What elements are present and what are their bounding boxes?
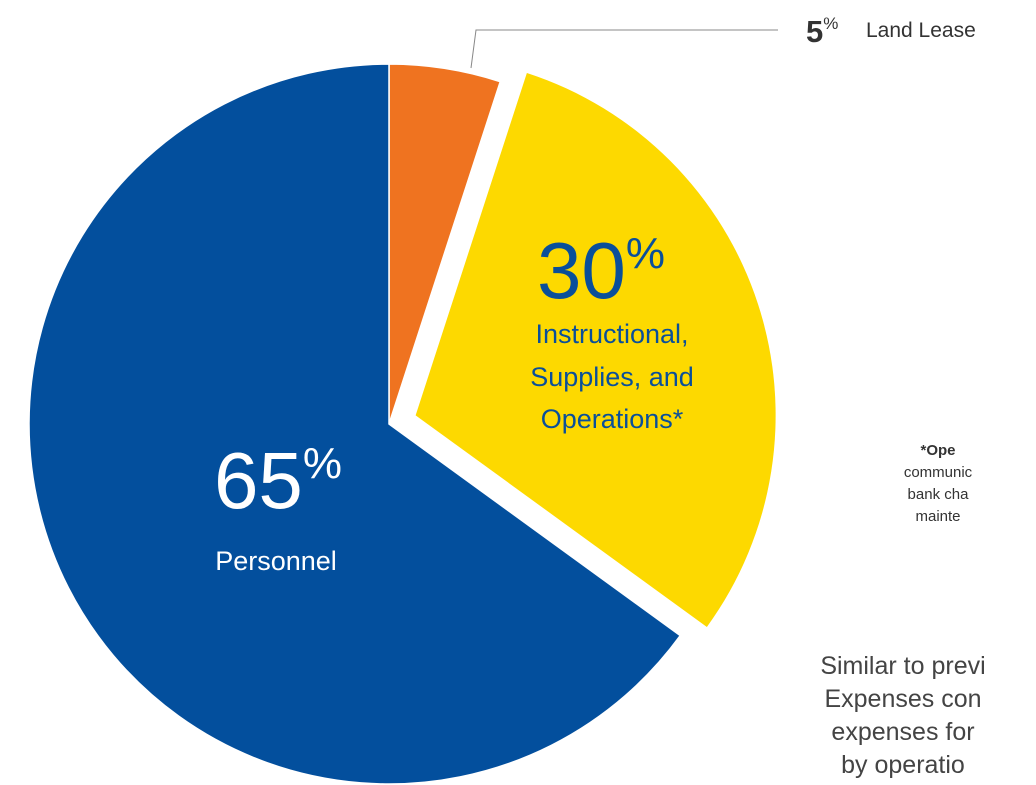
summary-line: Expenses con [824,685,982,713]
percent-personnel: 65% [214,436,342,525]
footnote-line: mainte [915,508,961,525]
label-personnel: Personnel [215,546,337,576]
footnote-line: communic [903,464,973,481]
slice-label-personnel: 65% Personnel [214,436,342,576]
summary-line: Similar to previ [820,652,986,680]
footnote-title: *Ope [920,442,956,459]
footnote-line: bank cha [907,486,969,503]
label-instructional-line-3: Operations* [541,404,684,434]
percent-instructional: 30% [537,226,665,315]
slice-label-land-lease: 5% Land Lease [470,14,976,69]
pie-slice-instructional-supplies-and-operations [415,72,776,627]
pie-slice-personnel [28,63,682,785]
label-instructional-line-2: Supplies, and [530,362,694,392]
label-land-lease: Land Lease [866,19,976,42]
label-instructional-line-1: Instructional, [535,319,688,349]
summary-text: Similar to previ Expenses con expenses f… [770,650,1036,785]
pie-slices [28,63,776,785]
slice-label-instructional: 30% Instructional, Supplies, and Operati… [530,226,694,434]
summary-line: by operatio [841,751,965,779]
callout-leader-line [470,29,778,69]
operations-footnote: *Ope communic bank cha mainte [840,440,1036,528]
percent-land-lease: 5% [806,14,838,49]
summary-line: expenses for [831,718,975,746]
